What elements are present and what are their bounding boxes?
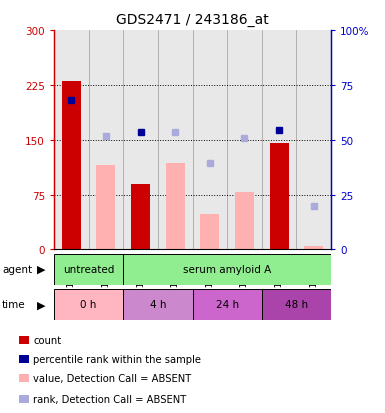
- Bar: [235, 193, 254, 250]
- Bar: [123, 289, 192, 320]
- Text: 24 h: 24 h: [216, 299, 239, 310]
- Bar: [19, 355, 29, 363]
- Bar: [96, 166, 116, 250]
- Title: GDS2471 / 243186_at: GDS2471 / 243186_at: [116, 13, 269, 27]
- Text: 4 h: 4 h: [150, 299, 166, 310]
- Text: agent: agent: [2, 264, 32, 275]
- Text: untreated: untreated: [63, 264, 114, 275]
- Bar: [304, 246, 323, 250]
- Text: value, Detection Call = ABSENT: value, Detection Call = ABSENT: [33, 373, 191, 383]
- Bar: [166, 164, 185, 250]
- Bar: [62, 82, 81, 250]
- Text: 48 h: 48 h: [285, 299, 308, 310]
- Bar: [19, 374, 29, 382]
- Bar: [200, 215, 219, 250]
- Bar: [54, 289, 123, 320]
- Bar: [131, 184, 150, 250]
- Bar: [270, 144, 289, 250]
- Text: 0 h: 0 h: [80, 299, 97, 310]
- Text: count: count: [33, 335, 61, 345]
- Bar: [19, 395, 29, 403]
- Text: serum amyloid A: serum amyloid A: [183, 264, 271, 275]
- Text: percentile rank within the sample: percentile rank within the sample: [33, 354, 201, 364]
- Text: ▶: ▶: [37, 264, 45, 275]
- Bar: [192, 289, 262, 320]
- Text: rank, Detection Call = ABSENT: rank, Detection Call = ABSENT: [33, 394, 186, 404]
- Bar: [19, 336, 29, 344]
- Bar: [54, 254, 123, 285]
- Text: time: time: [2, 299, 25, 310]
- Bar: [262, 289, 331, 320]
- Text: ▶: ▶: [37, 299, 45, 310]
- Bar: [123, 254, 331, 285]
